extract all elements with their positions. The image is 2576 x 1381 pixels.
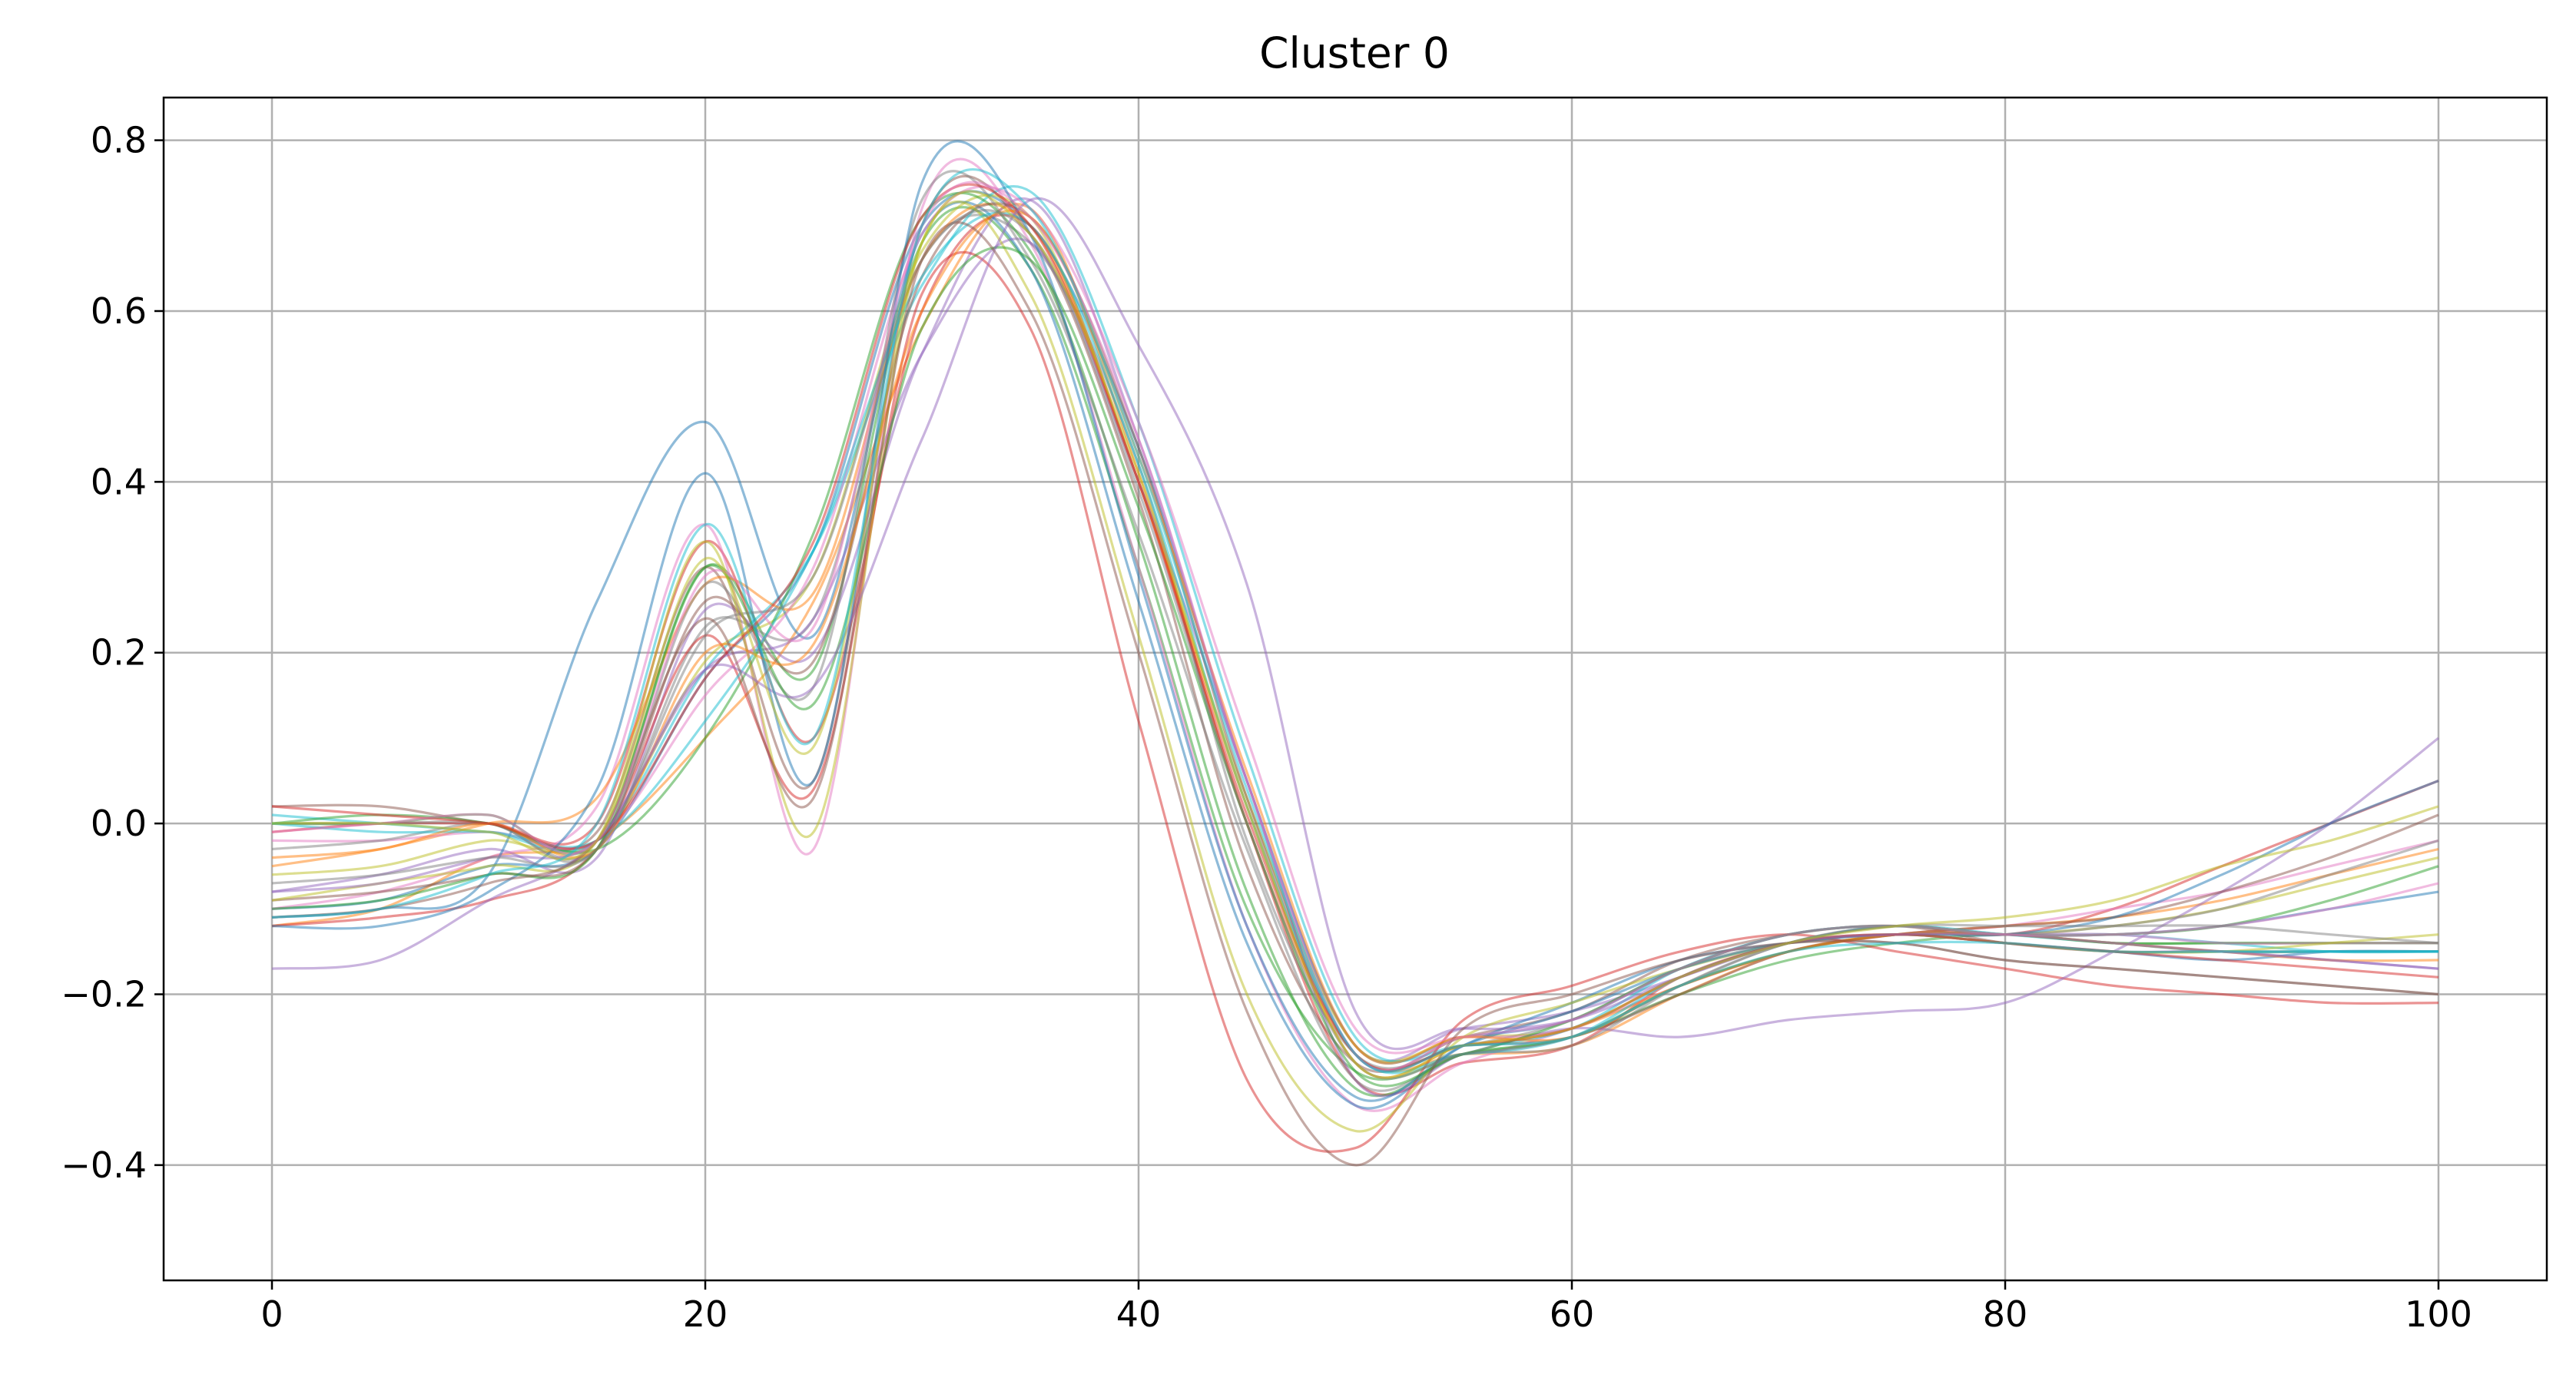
- series-line-28: [271, 190, 2439, 1079]
- series-line-29: [271, 167, 2438, 1073]
- y-tick-label: −0.2: [61, 974, 147, 1015]
- x-tick-label: 40: [1116, 1293, 1162, 1335]
- series-line-26: [271, 180, 2439, 1072]
- series-line-13: [271, 251, 2439, 1153]
- grid: [164, 98, 2547, 1280]
- chart-title: Cluster 0: [1259, 28, 1450, 78]
- y-tick-label: 0.2: [91, 632, 147, 674]
- axes-frame: [162, 96, 2548, 1282]
- series-line-27: [271, 209, 2439, 1080]
- plot-area: [271, 140, 2439, 1167]
- x-tick-label: 100: [2405, 1293, 2472, 1335]
- x-tick-label: 20: [683, 1293, 728, 1335]
- series-line-25: [271, 221, 2439, 1167]
- y-tick-label: 0.8: [91, 120, 147, 161]
- y-tick-label: 0.4: [91, 461, 147, 502]
- x-tick-label: 60: [1550, 1293, 1595, 1335]
- series-layer: [271, 140, 2439, 1167]
- x-tick-label: 80: [1983, 1293, 2028, 1335]
- y-tick-label: −0.4: [61, 1144, 147, 1186]
- x-tick-label: 0: [260, 1293, 283, 1335]
- y-tick-label: 0.0: [91, 803, 147, 844]
- axis-ticks: 0 20 40 60 80 100 −0.4 −0.2 0.0 0.2 0.4 0.6 0.8: [61, 120, 2472, 1335]
- y-tick-label: 0.6: [91, 290, 147, 332]
